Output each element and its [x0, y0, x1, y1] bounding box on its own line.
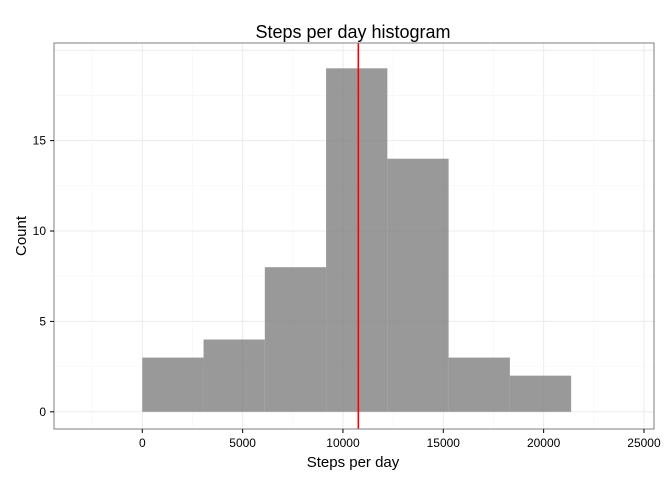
x-tick-label: 25000: [627, 436, 661, 450]
histogram-bar: [326, 68, 388, 412]
histogram-bar: [142, 357, 204, 412]
histogram-bar: [509, 375, 572, 412]
histogram-bar: [387, 158, 449, 412]
x-tick-label: 20000: [527, 436, 561, 450]
y-tick-label: 15: [33, 134, 47, 148]
histogram-bar: [448, 357, 510, 412]
x-tick-label: 15000: [427, 436, 461, 450]
panel-border: [53, 42, 655, 430]
histogram-bar: [264, 267, 327, 412]
y-axis-title: Count: [13, 215, 30, 256]
histogram-bar: [203, 339, 265, 412]
y-tick-label: 10: [33, 224, 47, 238]
y-tick-label: 5: [39, 314, 46, 328]
bars: [142, 68, 572, 412]
x-tick-label: 0: [139, 436, 146, 450]
x-tick-label: 5000: [229, 436, 256, 450]
chart-title: Steps per day histogram: [255, 22, 450, 42]
y-tick-label: 0: [39, 405, 46, 419]
x-tick-label: 10000: [326, 436, 360, 450]
x-axis-title: Steps per day: [307, 454, 400, 471]
